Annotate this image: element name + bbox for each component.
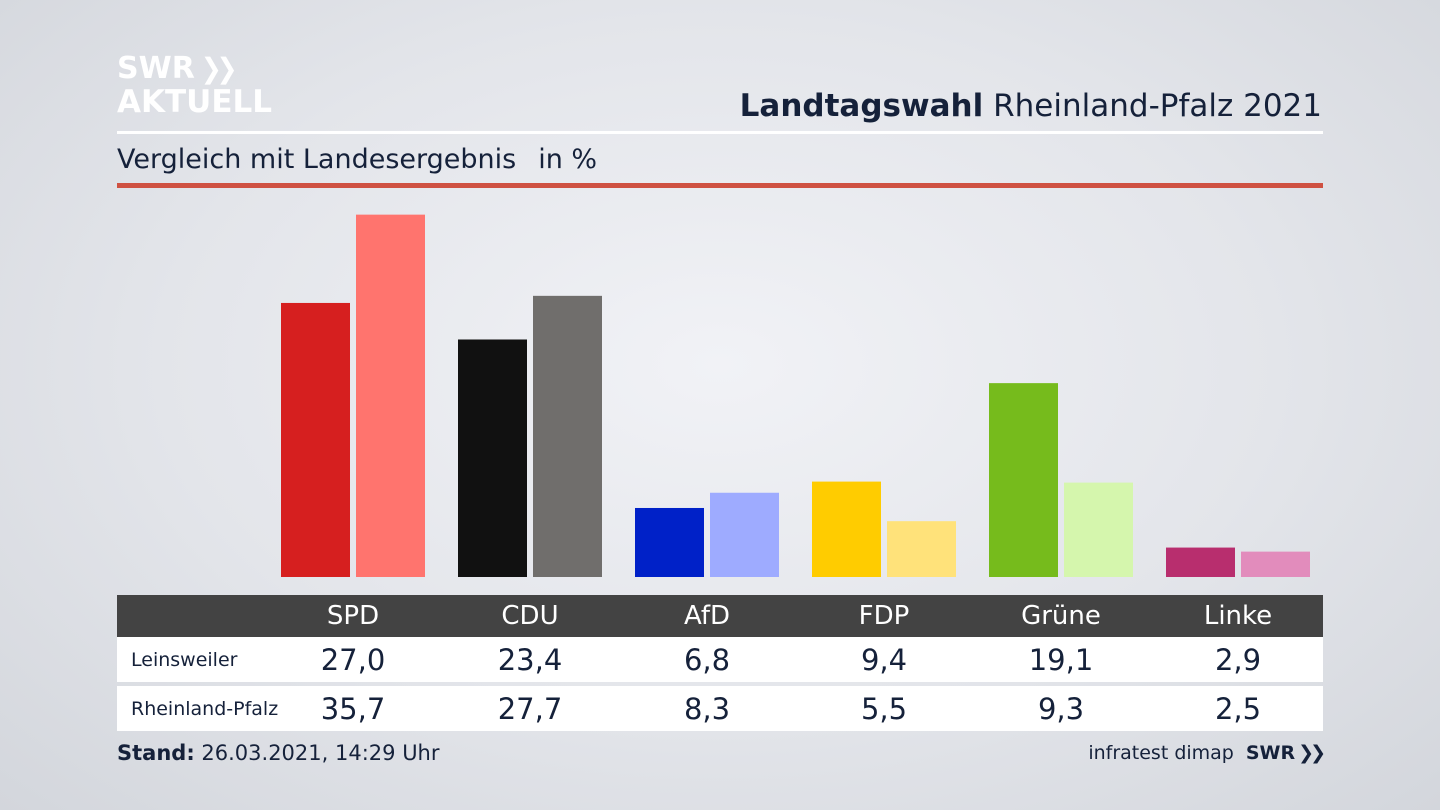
column-header-spd: SPD <box>326 601 380 631</box>
value-fdp-leinsweiler: 9,4 <box>860 643 908 677</box>
bar-cdu-rheinland-pfalz <box>533 295 602 577</box>
value-cdu-leinsweiler: 23,4 <box>497 643 563 677</box>
table-row-leinsweiler: Leinsweiler 27,0 23,4 6,8 9,4 19,1 2,9 <box>117 637 1323 682</box>
bar-gr-ne-leinsweiler <box>989 383 1058 577</box>
page-title: Landtagswahl Rheinland-Pfalz 2021 <box>740 88 1322 124</box>
column-header-cdu: CDU <box>501 601 559 631</box>
timestamp: Stand: 26.03.2021, 14:29 Uhr <box>117 741 440 765</box>
chevrons-icon: ❯❯ <box>200 52 238 85</box>
bar-spd-rheinland-pfalz <box>356 214 425 577</box>
title-divider <box>117 131 1323 134</box>
bar-fdp-rheinland-pfalz <box>887 521 956 577</box>
bar-afd-rheinland-pfalz <box>710 492 779 577</box>
chart-subtitle: Vergleich mit Landesergebnis in % <box>117 144 597 175</box>
swr-aktuell-logo: SWR ❯❯ AKTUELL <box>117 54 272 118</box>
logo-line1: SWR <box>117 51 195 86</box>
table-row-rheinland-pfalz: Rheinland-Pfalz 35,7 27,7 8,3 5,5 9,3 2,5 <box>117 686 1323 731</box>
credit-chevrons-icon: ❯❯ <box>1298 742 1326 764</box>
value-afd-leinsweiler: 6,8 <box>683 643 731 677</box>
value-spd-leinsweiler: 27,0 <box>320 643 386 677</box>
value-afd-rheinland-pfalz: 8,3 <box>683 692 731 726</box>
accent-divider <box>117 183 1323 188</box>
bar-gr-ne-rheinland-pfalz <box>1064 482 1133 577</box>
column-header-linke: Linke <box>1203 601 1273 631</box>
source-name: infratest dimap <box>1088 742 1234 764</box>
bar-fdp-leinsweiler <box>812 481 881 577</box>
row-label-rheinland-pfalz: Rheinland-Pfalz <box>131 698 279 720</box>
bar-cdu-leinsweiler <box>458 339 527 577</box>
title-rest: Rheinland-Pfalz 2021 <box>993 88 1322 124</box>
value-fdp-rheinland-pfalz: 5,5 <box>860 692 908 726</box>
subtitle-unit: in % <box>538 144 598 175</box>
column-header-gr-ne: Grüne <box>1021 601 1101 631</box>
value-spd-rheinland-pfalz: 35,7 <box>320 692 386 726</box>
value-cdu-rheinland-pfalz: 27,7 <box>497 692 563 726</box>
value-gr-ne-leinsweiler: 19,1 <box>1028 643 1094 677</box>
value-gr-ne-rheinland-pfalz: 9,3 <box>1037 692 1085 726</box>
bar-linke-rheinland-pfalz <box>1241 551 1310 577</box>
bar-linke-leinsweiler <box>1166 547 1235 577</box>
stand-label: Stand: <box>117 741 195 765</box>
column-header-afd: AfD <box>683 601 731 631</box>
subtitle-text: Vergleich mit Landesergebnis <box>117 144 517 175</box>
title-bold: Landtagswahl <box>739 88 984 124</box>
bar-spd-leinsweiler <box>281 302 350 577</box>
logo-line2: AKTUELL <box>117 84 273 120</box>
bar-afd-leinsweiler <box>635 507 704 577</box>
credit-brand: SWR <box>1245 742 1296 764</box>
results-table: SPD CDU AfD FDP Grüne Linke Leinsweiler 27,0 2… <box>117 595 1323 731</box>
value-linke-leinsweiler: 2,9 <box>1214 643 1262 677</box>
value-linke-rheinland-pfalz: 2,5 <box>1214 692 1262 726</box>
table-header-row: SPD CDU AfD FDP Grüne Linke <box>117 595 1323 637</box>
stand-value: 26.03.2021, 14:29 Uhr <box>201 741 440 765</box>
column-header-fdp: FDP <box>858 601 910 631</box>
source-credit: infratest dimap SWR ❯❯ <box>1088 742 1326 764</box>
row-label-leinsweiler: Leinsweiler <box>131 649 238 671</box>
